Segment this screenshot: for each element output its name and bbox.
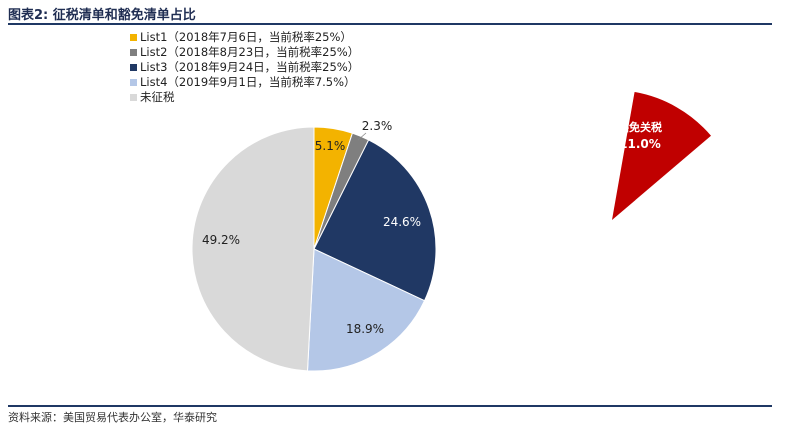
data-label: 49.2% (202, 233, 240, 247)
legend-swatch (130, 34, 137, 41)
chart-legend: List1（2018年7月6日，当前税率25%） List2（2018年8月23… (130, 30, 359, 105)
source-note: 资料来源：美国贸易代表办公室，华泰研究 (8, 411, 217, 424)
data-label: 5.1% (315, 139, 346, 153)
slice-list4 (306, 248, 426, 372)
legend-item-list3: List3（2018年9月24日，当前税率25%） (130, 60, 359, 75)
data-label: 2.3% (362, 119, 393, 133)
legend-item-list2: List2（2018年8月23日，当前税率25%） (130, 45, 359, 60)
leader-line (357, 132, 367, 141)
legend-swatch (130, 94, 137, 101)
pie-slices: 5.1% 2.3% 24.6% 18.9% 49.2% (191, 119, 437, 372)
legend-label: List1（2018年7月6日，当前税率25%） (140, 30, 352, 44)
exploded-slice-group: 豁免关税 11.0% (612, 91, 711, 220)
legend-label: 未征税 (140, 90, 175, 104)
legend-item-untaxed: 未征税 (130, 90, 359, 105)
exempt-value-label: 11.0% (619, 137, 661, 151)
legend-label: List4（2019年9月1日，当前税率7.5%） (140, 75, 356, 89)
legend-item-list1: List1（2018年7月6日，当前税率25%） (130, 30, 359, 45)
legend-label: List3（2018年9月24日，当前税率25%） (140, 60, 360, 74)
slice-untaxed (191, 126, 315, 372)
legend-swatch (130, 49, 137, 56)
legend-item-list4: List4（2019年9月1日，当前税率7.5%） (130, 75, 359, 90)
legend-swatch (130, 64, 137, 71)
data-label: 24.6% (383, 215, 421, 229)
legend-swatch (130, 79, 137, 86)
top-rule (8, 23, 772, 25)
data-label: 18.9% (346, 322, 384, 336)
exempt-name-label: 豁免关税 (618, 120, 662, 134)
bottom-rule (8, 405, 772, 407)
slice-list3 (313, 139, 437, 302)
figure-title: 图表2: 征税清单和豁免清单占比 (8, 8, 196, 23)
slice-exempt (612, 91, 711, 220)
legend-label: List2（2018年8月23日，当前税率25%） (140, 45, 360, 59)
